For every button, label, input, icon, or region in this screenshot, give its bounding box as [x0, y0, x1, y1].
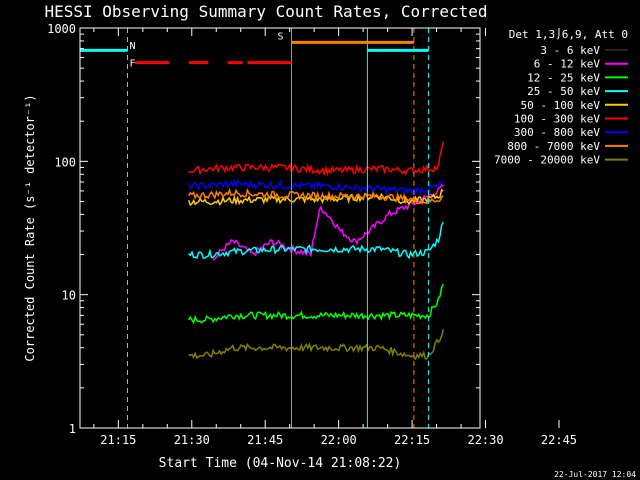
plot-frame — [79, 27, 481, 429]
y-tick-label-3: 1000 — [47, 22, 76, 36]
y-tick-label-2: 100 — [54, 155, 76, 169]
x-tick-label-4: 22:15 — [394, 433, 430, 447]
plot-area: NF S 1 10 100 1000 21:15 21:30 21:45 22:00 22:15 22… — [47, 22, 577, 447]
timestamp: 22-Jul-2017 12:04 — [554, 470, 636, 479]
x-tick-label-6: 22:45 — [541, 433, 577, 447]
legend-entry-7: 800 - 7000 keV — [507, 140, 600, 153]
y-tick-label-0: 1 — [69, 422, 76, 436]
x-tick-label-1: 21:30 — [174, 433, 210, 447]
legend-entry-5: 100 - 300 keV — [514, 113, 600, 126]
flag-f-label: F — [129, 59, 135, 70]
x-tick-label-3: 22:00 — [321, 433, 357, 447]
x-tick-label-0: 21:15 — [100, 433, 136, 447]
legend-entry-4: 50 - 100 keV — [521, 99, 601, 112]
series-line-1 — [212, 183, 444, 261]
flag-n-label: N — [129, 41, 135, 52]
series-line-3 — [188, 221, 444, 260]
legend-title: Det 1,3,6,9, Att 0 — [509, 28, 628, 41]
series-line-5 — [188, 141, 445, 177]
legend-entry-8: 7000 - 20000 keV — [494, 154, 600, 167]
x-tick-label-5: 22:30 — [467, 433, 503, 447]
chart-title: HESSI Observing Summary Count Rates, Cor… — [44, 2, 487, 21]
legend-entry-1: 6 - 12 keV — [534, 58, 601, 71]
y-axis-label: Corrected Count Rate (s⁻¹ detector⁻¹) — [23, 94, 37, 361]
legend-entry-0: 3 - 6 keV — [540, 44, 600, 57]
series-line-2 — [188, 283, 444, 325]
y-tick-label-1: 10 — [62, 289, 76, 303]
series-line-7 — [188, 188, 444, 205]
flag-s-label: S — [278, 31, 284, 42]
legend-entry-6: 300 - 800 keV — [514, 126, 600, 139]
series-line-6 — [187, 178, 444, 197]
legend-entry-3: 25 - 50 keV — [527, 85, 600, 98]
x-axis-label: Start Time (04-Nov-14 21:08:22) — [159, 456, 402, 471]
x-tick-label-2: 21:45 — [247, 433, 283, 447]
legend-entry-2: 12 - 25 keV — [527, 71, 600, 84]
series-line-8 — [188, 329, 445, 361]
